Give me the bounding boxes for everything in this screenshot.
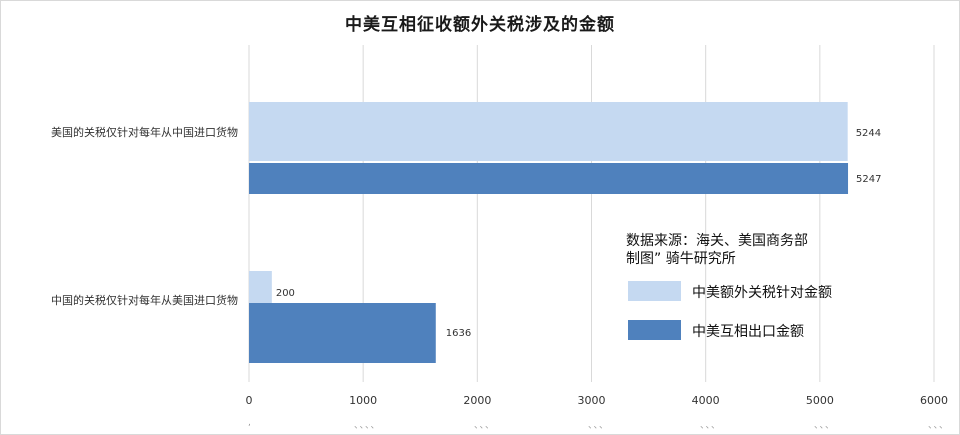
data-label: 1636 [446, 328, 471, 339]
data-label: 5247 [856, 174, 881, 185]
legend-label-tariff-amount: 中美额外关税针对金额 [692, 285, 832, 301]
x-tick-label: 6000 [920, 394, 948, 407]
bottom-marks-row: , 、、、、 、、、 、、、 、、、 、、、 、、、 [0, 418, 960, 432]
bottom-mark: 、、、 [928, 421, 950, 431]
x-tick-label: 2000 [463, 394, 491, 407]
bottom-mark: 、、、 [474, 421, 496, 431]
bar [249, 303, 436, 363]
bottom-mark: 、、、 [814, 421, 836, 431]
bar [249, 102, 848, 161]
bar [249, 163, 849, 194]
x-tick-label: 4000 [692, 394, 720, 407]
bottom-mark: 、、、 [700, 421, 722, 431]
bottom-mark: , [248, 418, 252, 428]
category-label: 美国的关税仅针对每年从中国进口货物 [51, 125, 238, 139]
legend-swatch-export-amount [628, 320, 681, 340]
bottom-mark: 、、、、 [354, 421, 381, 431]
x-tick-label: 1000 [349, 394, 377, 407]
x-tick-label: 0 [246, 394, 253, 407]
x-tick-label: 3000 [578, 394, 606, 407]
data-label: 5244 [856, 128, 881, 139]
x-tick-label: 5000 [806, 394, 834, 407]
bottom-mark: 、、、 [588, 421, 610, 431]
data-label: 200 [276, 288, 295, 299]
legend-label-export-amount: 中美互相出口金额 [692, 324, 804, 340]
chart-title: 中美互相征收额外关税涉及的金额 [345, 15, 615, 35]
category-label: 中国的关税仅针对每年从美国进口货物 [51, 293, 238, 307]
source-note: 数据来源：海关、美国商务部 制图” 骑牛研究所 [626, 233, 808, 267]
legend-swatch-tariff-amount [628, 281, 681, 301]
